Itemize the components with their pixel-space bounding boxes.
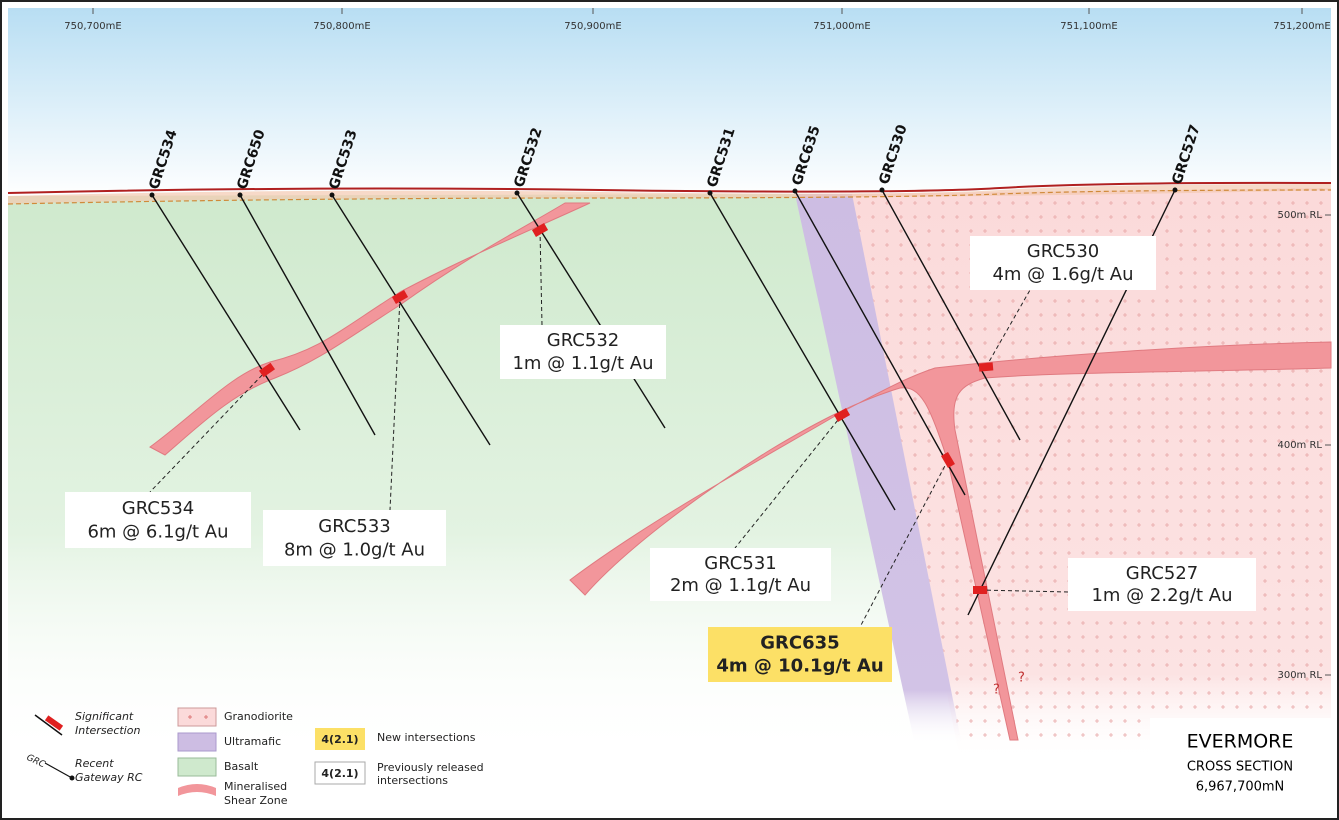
surface xyxy=(7,181,1332,194)
legend-label: New intersections xyxy=(377,731,476,744)
shear-zone xyxy=(149,202,591,456)
northing: 6,967,700mN xyxy=(1196,780,1285,795)
collar xyxy=(879,187,885,193)
collar xyxy=(237,192,243,198)
significant-intersection xyxy=(391,290,409,304)
legend-label: Mineralised xyxy=(224,780,287,793)
easting-label: 750,800mE xyxy=(313,21,370,32)
drill-hole xyxy=(881,189,1021,441)
legend-label: Recent xyxy=(75,757,114,770)
intersection-result: 4m @ 10.1g/t Au xyxy=(716,656,883,677)
intersection-result: 1m @ 2.2g/t Au xyxy=(1091,585,1232,606)
significant-intersection xyxy=(833,408,851,422)
intersection-box xyxy=(650,548,831,601)
easting-label: 751,100mE xyxy=(1060,21,1117,32)
collar xyxy=(514,190,520,196)
basalt xyxy=(8,194,918,760)
leader xyxy=(389,296,401,511)
drill-hole xyxy=(331,194,491,446)
significant-intersection xyxy=(941,451,955,469)
leader xyxy=(979,589,1069,593)
legend-label: Ultramafic xyxy=(224,735,281,748)
sky xyxy=(8,8,1331,198)
intersection-result: 2m @ 1.1g/t Au xyxy=(670,575,811,596)
collar xyxy=(149,192,155,198)
significant-intersection xyxy=(531,223,549,237)
leader xyxy=(859,459,949,628)
easting-label: 751,000mE xyxy=(813,21,870,32)
significant-intersection xyxy=(258,362,276,378)
collar xyxy=(792,188,798,194)
intersection-hole: GRC635 xyxy=(760,633,839,654)
intersection-hole: GRC534 xyxy=(122,498,194,519)
significant-intersection xyxy=(973,586,987,594)
intersection-box xyxy=(263,510,446,566)
intersection-box xyxy=(65,492,251,548)
legend-label: Intersection xyxy=(75,724,140,737)
legend-label: Previously released xyxy=(377,761,484,774)
legend-label: Significant xyxy=(75,710,134,723)
leader xyxy=(539,229,543,326)
drill-hole xyxy=(151,194,301,431)
significant-intersection xyxy=(978,362,994,372)
unknown: ? xyxy=(1018,671,1025,686)
intersection-box xyxy=(970,236,1156,290)
legend-symbols xyxy=(34,707,366,796)
intersection-hole: GRC530 xyxy=(1027,241,1099,262)
ultramafic xyxy=(795,194,962,745)
leader xyxy=(149,369,268,493)
regolith xyxy=(8,184,1331,204)
legend-label: Granodiorite xyxy=(224,710,293,723)
shear-zone xyxy=(569,341,1332,741)
legend-label: intersections xyxy=(377,774,448,787)
intersection-result: 8m @ 1.0g/t Au xyxy=(284,539,425,560)
rl-label: 300m RL xyxy=(1277,670,1322,681)
legend-label: Gateway RC xyxy=(75,771,143,784)
legend-label: Basalt xyxy=(224,760,259,773)
intersection-result: 6m @ 6.1g/t Au xyxy=(87,521,228,542)
legend-sample: 4(2.1) xyxy=(321,733,358,746)
drill-hole xyxy=(239,194,376,436)
rl-label: 500m RL xyxy=(1277,210,1322,221)
intersection-box xyxy=(708,627,892,682)
collar xyxy=(707,190,713,196)
intersection-box xyxy=(1068,558,1256,611)
title: EVERMORE xyxy=(1187,731,1294,753)
legend-label: Shear Zone xyxy=(224,794,288,807)
rl-label: 400m RL xyxy=(1277,440,1322,451)
intersection-result: 1m @ 1.1g/t Au xyxy=(512,353,653,374)
intersection-hole: GRC527 xyxy=(1126,563,1198,584)
easting-label: 750,700mE xyxy=(64,21,121,32)
intersection-hole: GRC533 xyxy=(318,516,390,537)
intersection-result: 4m @ 1.6g/t Au xyxy=(992,264,1133,285)
subtitle: CROSS SECTION xyxy=(1187,760,1293,775)
legend-sample: 4(2.1) xyxy=(321,767,358,780)
intersection-box xyxy=(500,325,666,379)
base-of-weathering xyxy=(7,189,1332,205)
collar xyxy=(1172,187,1178,193)
drill-hole xyxy=(709,192,896,511)
title-block xyxy=(1150,718,1331,818)
unknown: ? xyxy=(993,683,1000,698)
drill-hole xyxy=(794,190,966,496)
leader xyxy=(985,289,1031,368)
easting-label: 751,200mE xyxy=(1273,21,1330,32)
easting-label: 750,900mE xyxy=(564,21,621,32)
leader xyxy=(734,414,843,549)
intersection-hole: GRC532 xyxy=(547,330,619,351)
intersection-hole: GRC531 xyxy=(704,553,776,574)
collar xyxy=(329,192,335,198)
